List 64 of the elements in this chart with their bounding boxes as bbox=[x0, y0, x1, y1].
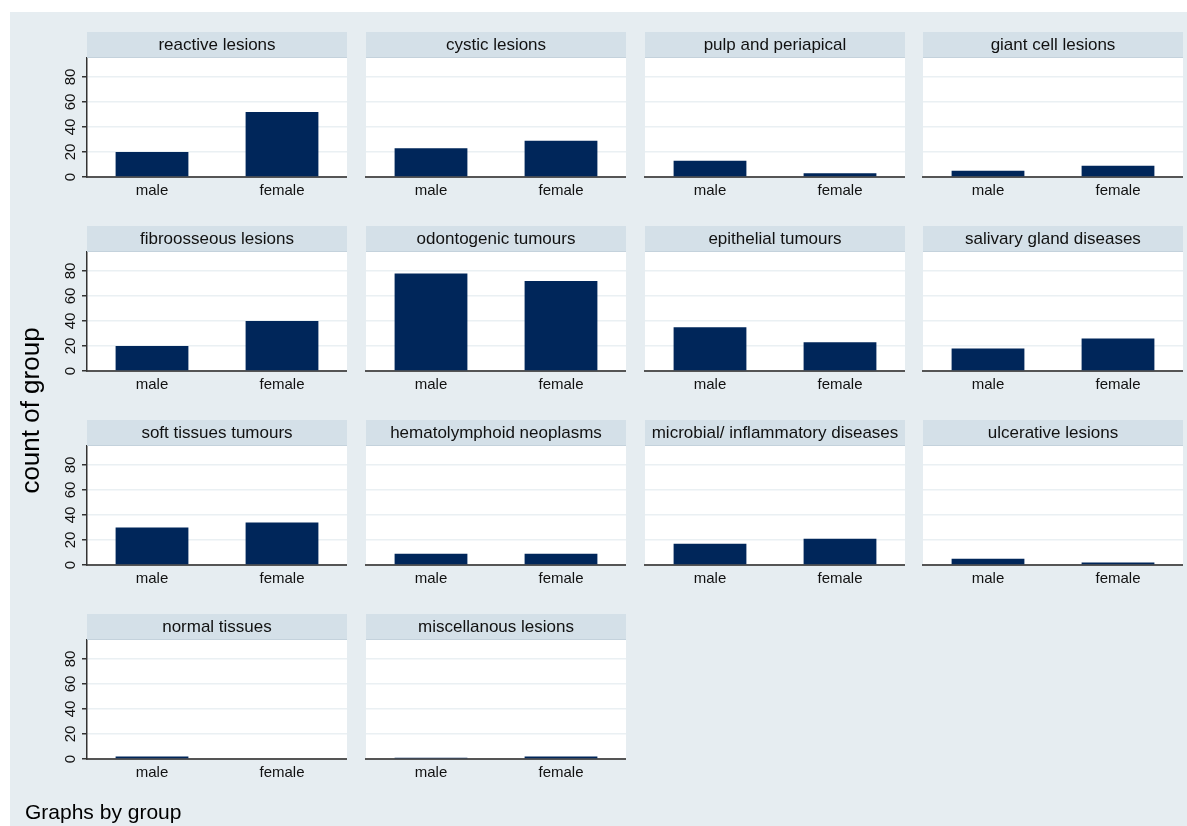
y-tick-label: 20 bbox=[61, 337, 79, 355]
x-tick-label: female bbox=[1095, 181, 1141, 199]
y-tick-label: 40 bbox=[61, 118, 79, 136]
x-tick-label: female bbox=[538, 375, 584, 393]
title-strip: salivary gland diseases bbox=[923, 226, 1183, 251]
y-tick-label: 40 bbox=[61, 312, 79, 330]
title-strip: odontogenic tumours bbox=[366, 226, 626, 251]
y-tick-label: 20 bbox=[61, 725, 79, 743]
x-tick-label: female bbox=[817, 375, 863, 393]
y-tick-label: 80 bbox=[61, 68, 79, 86]
title-strip: hematolymphoid neoplasms bbox=[366, 420, 626, 445]
x-tick-label: male bbox=[971, 569, 1005, 587]
x-tick-label: male bbox=[693, 569, 727, 587]
y-tick-label: 60 bbox=[61, 481, 79, 499]
x-tick-label: male bbox=[971, 375, 1005, 393]
x-tick-label: female bbox=[259, 181, 305, 199]
y-tick-label: 20 bbox=[61, 531, 79, 549]
y-tick-label: 0 bbox=[61, 172, 79, 182]
x-tick-label: male bbox=[135, 375, 169, 393]
x-tick-label: female bbox=[259, 569, 305, 587]
title-strip: fibroosseous lesions bbox=[87, 226, 347, 251]
x-tick-label: male bbox=[135, 181, 169, 199]
title-strip: pulp and periapical bbox=[645, 32, 905, 57]
y-tick-label: 0 bbox=[61, 754, 79, 764]
y-tick-label: 40 bbox=[61, 506, 79, 524]
x-tick-label: female bbox=[1095, 569, 1141, 587]
title-strip: normal tissues bbox=[87, 614, 347, 639]
title-strip: giant cell lesions bbox=[923, 32, 1183, 57]
y-tick-label: 20 bbox=[61, 143, 79, 161]
text: Graphs by group bbox=[25, 800, 182, 824]
title-strip: cystic lesions bbox=[366, 32, 626, 57]
x-tick-label: female bbox=[259, 763, 305, 781]
x-tick-label: male bbox=[693, 181, 727, 199]
x-tick-label: male bbox=[414, 763, 448, 781]
title-strip: soft tissues tumours bbox=[87, 420, 347, 445]
x-tick-label: female bbox=[538, 763, 584, 781]
x-tick-label: female bbox=[538, 569, 584, 587]
y-axis-title: count of group bbox=[14, 326, 46, 494]
x-tick-label: male bbox=[971, 181, 1005, 199]
x-tick-label: male bbox=[414, 569, 448, 587]
y-tick-label: 0 bbox=[61, 560, 79, 570]
x-tick-label: female bbox=[259, 375, 305, 393]
x-tick-label: male bbox=[693, 375, 727, 393]
title-strip: epithelial tumours bbox=[645, 226, 905, 251]
y-tick-label: 80 bbox=[61, 650, 79, 668]
title-strip: ulcerative lesions bbox=[923, 420, 1183, 445]
y-tick-label: 80 bbox=[61, 262, 79, 280]
y-tick-label: 40 bbox=[61, 700, 79, 718]
x-tick-label: male bbox=[414, 181, 448, 199]
x-tick-label: female bbox=[538, 181, 584, 199]
x-tick-label: female bbox=[817, 181, 863, 199]
y-tick-label: 60 bbox=[61, 675, 79, 693]
x-tick-label: female bbox=[1095, 375, 1141, 393]
title-strip: reactive lesions bbox=[87, 32, 347, 57]
title-strip: miscellanous lesions bbox=[366, 614, 626, 639]
x-tick-label: male bbox=[414, 375, 448, 393]
x-tick-label: female bbox=[817, 569, 863, 587]
y-tick-label: 60 bbox=[61, 287, 79, 305]
y-tick-label: 0 bbox=[61, 366, 79, 376]
x-tick-label: male bbox=[135, 763, 169, 781]
title-strip: microbial/ inflammatory diseases bbox=[645, 420, 905, 445]
y-tick-label: 60 bbox=[61, 93, 79, 111]
y-tick-label: 80 bbox=[61, 456, 79, 474]
x-tick-label: male bbox=[135, 569, 169, 587]
